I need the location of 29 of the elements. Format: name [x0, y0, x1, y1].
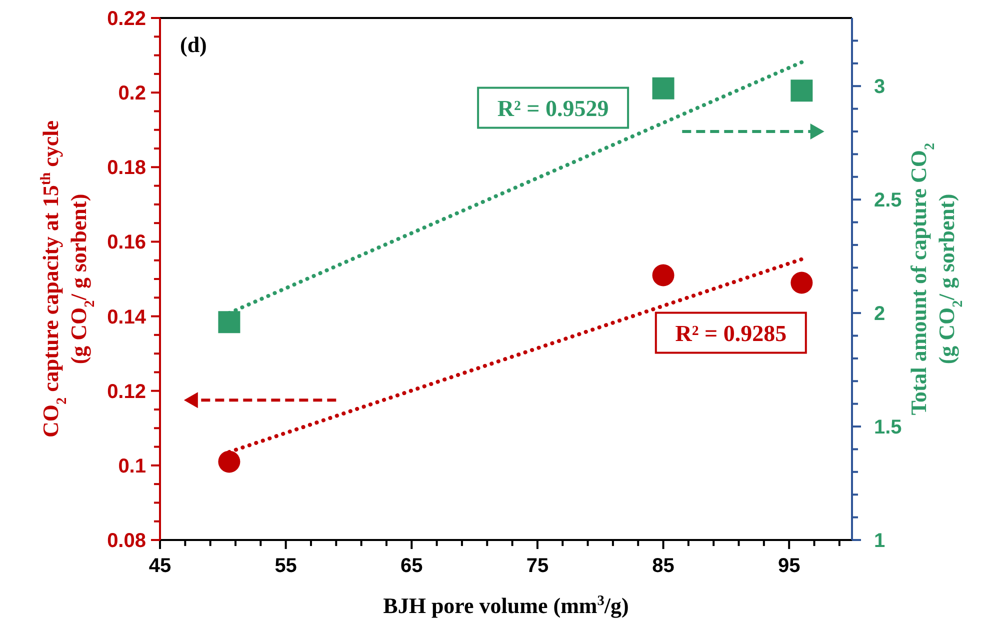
y-tick-label: 0.12: [107, 380, 146, 403]
x-axis-title: BJH pore volume (mm$^{3}$/g): [383, 593, 629, 618]
x-tick-label: 45: [148, 555, 172, 577]
y-tick-label: 0.18: [107, 157, 146, 180]
point: [218, 450, 240, 473]
y2-tick-label: 1: [874, 530, 886, 552]
annotation: R² = 0.9529: [497, 96, 609, 121]
point: [790, 80, 813, 102]
y2-tick-label: 2.5: [874, 190, 902, 212]
y-tick-label: 0.08: [107, 530, 146, 552]
point: [790, 272, 813, 294]
y-tick-label: 0.14: [107, 306, 147, 328]
y-tick-label: 0.22: [107, 8, 146, 30]
point: [218, 311, 240, 334]
x-tick-label: 65: [400, 555, 423, 577]
x-tick-label: 55: [274, 555, 297, 577]
x-tick-label: 95: [778, 555, 800, 577]
y2-tick-label: 2: [874, 303, 886, 326]
x-tick-label: 85: [652, 555, 674, 577]
point: [652, 77, 674, 100]
y2-tick-label: 3: [874, 76, 886, 98]
x-tick-label: 75: [526, 555, 549, 577]
y2-tick-label: 1.5: [874, 416, 902, 439]
y-tick-label: 0.2: [118, 82, 146, 105]
y-tick-label: 0.16: [107, 232, 146, 254]
y-tick-label: 0.1: [118, 455, 146, 478]
annotation: (d): [180, 32, 207, 57]
point: [652, 264, 674, 286]
annotation: R² = 0.9285: [675, 320, 787, 346]
